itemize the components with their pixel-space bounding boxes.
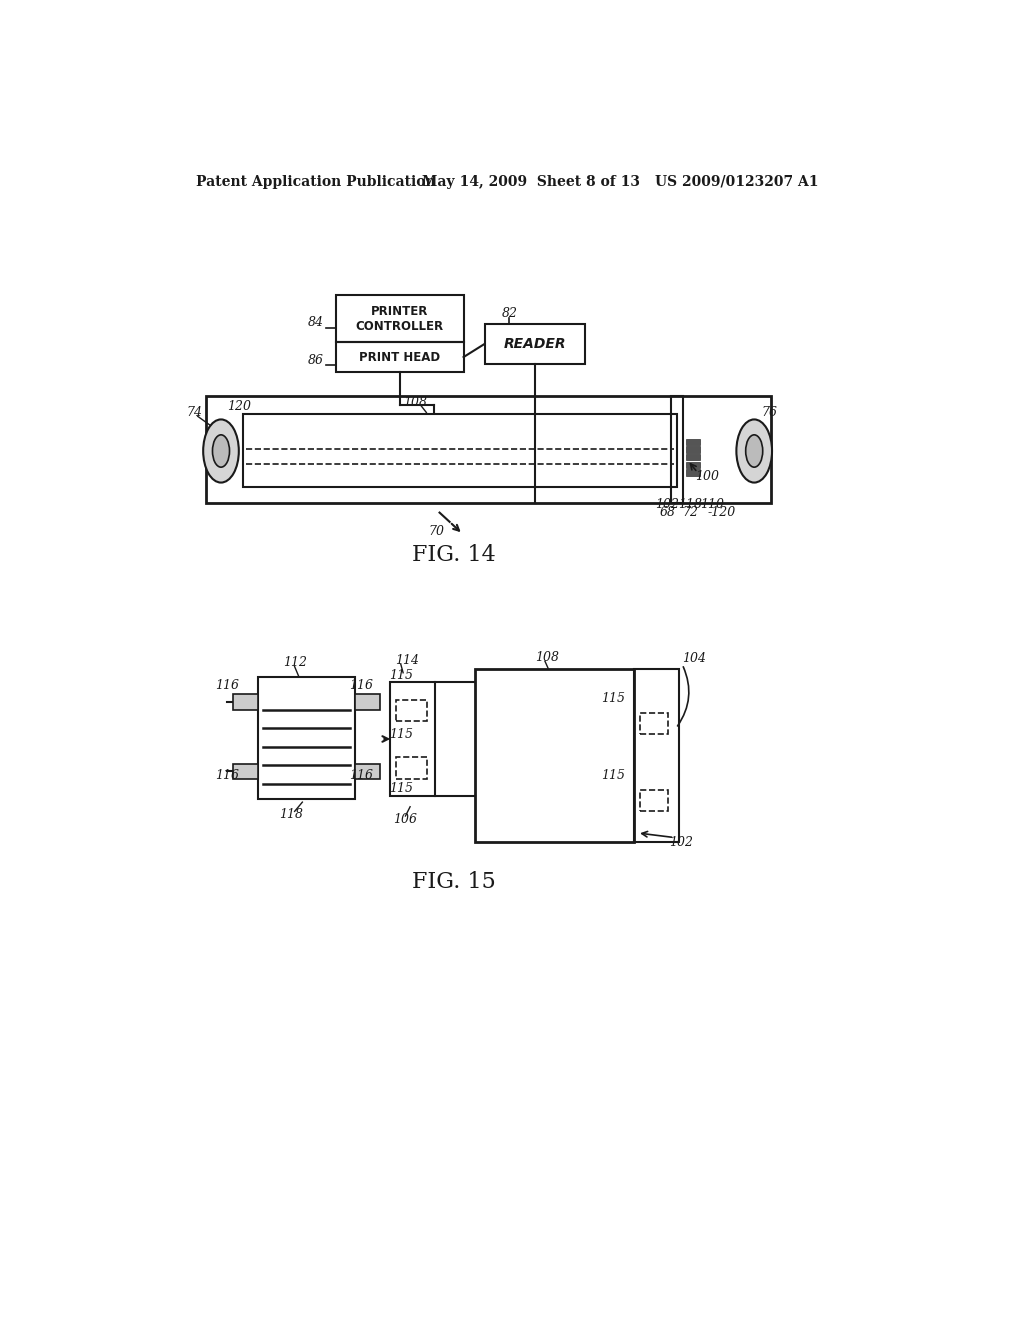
Bar: [671, 396, 683, 503]
Text: May 14, 2009  Sheet 8 of 13: May 14, 2009 Sheet 8 of 13: [423, 174, 640, 189]
Text: 74: 74: [187, 407, 203, 418]
Text: 114: 114: [395, 653, 420, 667]
Text: 108: 108: [535, 651, 559, 664]
Bar: [475, 669, 634, 842]
Bar: [484, 323, 586, 364]
Bar: [390, 682, 435, 796]
Text: 86: 86: [308, 354, 324, 367]
Text: 118: 118: [678, 499, 702, 511]
Bar: [640, 713, 669, 734]
Bar: [355, 694, 380, 710]
Bar: [396, 700, 427, 721]
Bar: [258, 677, 355, 799]
Text: 115: 115: [389, 668, 413, 681]
Bar: [233, 763, 258, 779]
Text: 115: 115: [601, 770, 625, 783]
Text: 102: 102: [669, 836, 693, 849]
Text: 108: 108: [403, 396, 427, 409]
Text: 115: 115: [389, 727, 413, 741]
Ellipse shape: [736, 420, 772, 483]
Text: FIG. 15: FIG. 15: [412, 871, 496, 894]
Text: US 2009/0123207 A1: US 2009/0123207 A1: [655, 174, 818, 189]
Bar: [336, 342, 464, 372]
Text: 76: 76: [762, 407, 778, 418]
Text: FIG. 14: FIG. 14: [412, 544, 496, 566]
Ellipse shape: [745, 434, 763, 467]
Text: 116: 116: [215, 680, 239, 693]
Text: 120: 120: [227, 400, 251, 413]
Text: 115: 115: [601, 693, 625, 705]
FancyArrowPatch shape: [678, 667, 689, 726]
Text: 70: 70: [429, 524, 444, 537]
Text: 100: 100: [695, 470, 719, 483]
Bar: [686, 462, 700, 469]
Text: 82: 82: [502, 308, 517, 321]
Bar: [355, 763, 380, 779]
Bar: [634, 669, 679, 842]
Bar: [686, 438, 700, 445]
Bar: [336, 296, 464, 342]
Bar: [396, 758, 427, 779]
Text: Patent Application Publication: Patent Application Publication: [197, 174, 436, 189]
Text: 102: 102: [655, 499, 679, 511]
Text: 110: 110: [700, 499, 724, 511]
Text: 104: 104: [682, 652, 707, 665]
Text: 84: 84: [308, 315, 324, 329]
Text: 116: 116: [215, 770, 239, 783]
Text: PRINTER: PRINTER: [371, 305, 428, 318]
Text: 106: 106: [393, 813, 417, 825]
Text: CONTROLLER: CONTROLLER: [355, 321, 443, 334]
Bar: [686, 454, 700, 461]
Text: PRINT HEAD: PRINT HEAD: [359, 351, 440, 363]
Bar: [233, 694, 258, 710]
Text: 118: 118: [280, 808, 303, 821]
Bar: [243, 414, 677, 487]
Bar: [206, 396, 771, 503]
Text: 72: 72: [683, 506, 699, 519]
Ellipse shape: [212, 434, 229, 467]
Bar: [686, 470, 700, 475]
Text: 68: 68: [659, 506, 676, 519]
Text: 116: 116: [349, 770, 373, 783]
Text: READER: READER: [504, 337, 566, 351]
Text: 115: 115: [389, 781, 413, 795]
Text: 116: 116: [349, 680, 373, 693]
Bar: [686, 446, 700, 453]
Text: -120: -120: [708, 506, 736, 519]
Bar: [640, 789, 669, 812]
Text: 112: 112: [283, 656, 307, 669]
Ellipse shape: [203, 420, 239, 483]
